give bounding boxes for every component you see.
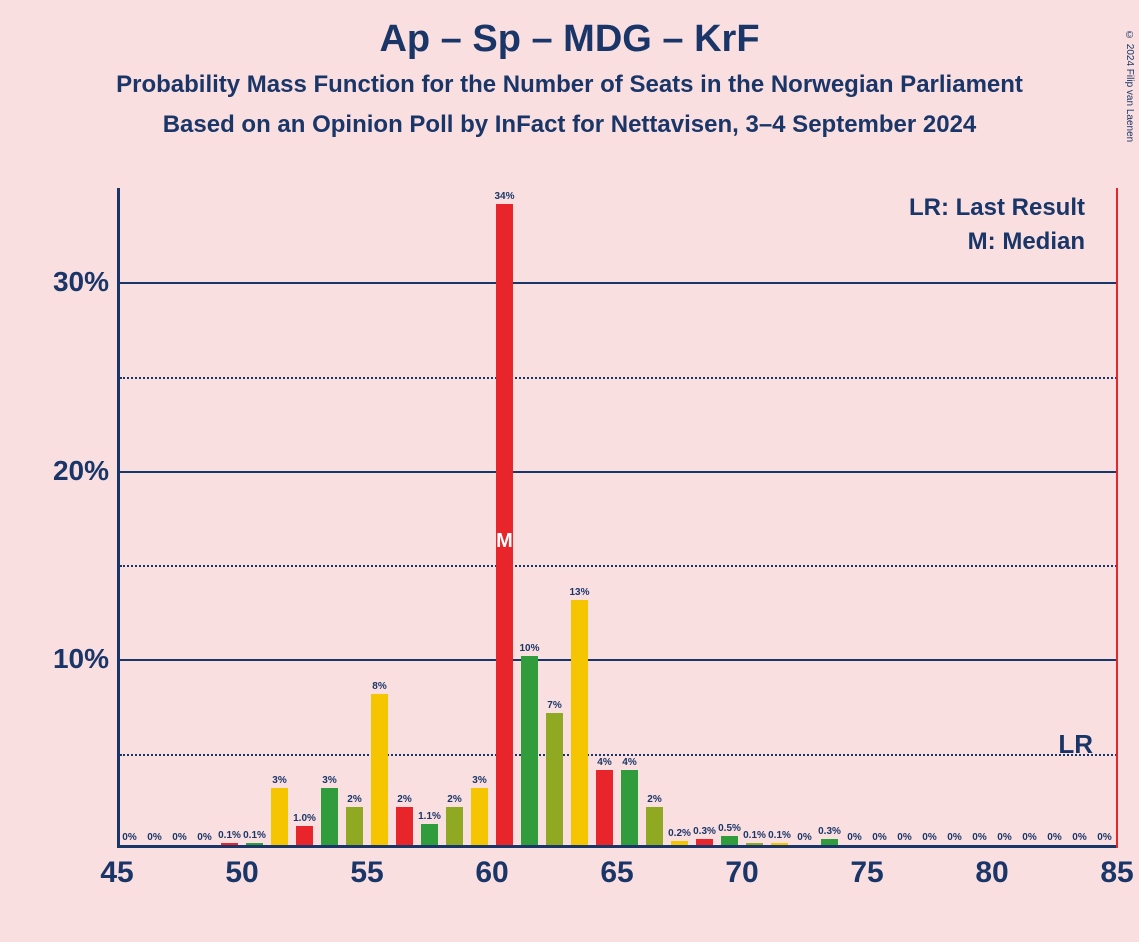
- x-tick-label: 45: [100, 856, 133, 890]
- bar-value-label: 0.1%: [218, 830, 241, 841]
- gridline: [120, 471, 1117, 473]
- bar: [471, 788, 488, 845]
- copyright-text: © 2024 Filip van Laenen: [1124, 30, 1135, 142]
- bar-value-label: 4%: [597, 757, 611, 768]
- bar: [596, 770, 613, 845]
- x-tick-label: 50: [225, 856, 258, 890]
- legend-m: M: Median: [968, 228, 1085, 256]
- bar-value-label: 10%: [519, 643, 539, 654]
- gridline: [120, 282, 1117, 284]
- bar-value-label: 1.1%: [418, 811, 441, 822]
- chart-subtitle: Probability Mass Function for the Number…: [0, 71, 1139, 99]
- bar: [421, 824, 438, 845]
- bar: [821, 839, 838, 845]
- bar: [371, 694, 388, 845]
- x-axis: [117, 845, 1117, 848]
- bar-value-label: 0%: [997, 832, 1011, 843]
- bar-value-label: 2%: [397, 794, 411, 805]
- bar: [521, 656, 538, 845]
- lr-label: LR: [1058, 729, 1093, 760]
- bar-value-label: 0%: [1072, 832, 1086, 843]
- bar: [246, 843, 263, 845]
- bar-value-label: 2%: [647, 794, 661, 805]
- bar-value-label: 0.3%: [693, 826, 716, 837]
- bar-value-label: 0.3%: [818, 826, 841, 837]
- gridline: [120, 565, 1117, 567]
- bar: [571, 600, 588, 845]
- bar-value-label: 34%: [494, 191, 514, 202]
- chart-title: Ap – Sp – MDG – KrF: [0, 18, 1139, 61]
- legend-lr: LR: Last Result: [909, 194, 1085, 222]
- x-tick-label: 60: [475, 856, 508, 890]
- bar: [396, 807, 413, 845]
- y-axis: [117, 188, 120, 848]
- bar: [271, 788, 288, 845]
- x-tick-label: 80: [975, 856, 1008, 890]
- bar-value-label: 0%: [972, 832, 986, 843]
- bar-value-label: 2%: [447, 794, 461, 805]
- bar: [446, 807, 463, 845]
- bar: [671, 841, 688, 845]
- gridline: [120, 754, 1117, 756]
- bar-value-label: 3%: [272, 775, 286, 786]
- bar-value-label: 0%: [1097, 832, 1111, 843]
- bar-value-label: 0%: [922, 832, 936, 843]
- bar-value-label: 3%: [472, 775, 486, 786]
- bar-value-label: 0.5%: [718, 823, 741, 834]
- y-tick-label: 10%: [29, 643, 109, 675]
- bar-value-label: 0%: [897, 832, 911, 843]
- bar-value-label: 8%: [372, 681, 386, 692]
- bar-value-label: 0%: [847, 832, 861, 843]
- bar-value-label: 0%: [172, 832, 186, 843]
- gridline: [120, 377, 1117, 379]
- bar-value-label: 0%: [147, 832, 161, 843]
- median-marker: M: [496, 530, 513, 553]
- x-tick-label: 65: [600, 856, 633, 890]
- bar: [771, 843, 788, 845]
- bar: [646, 807, 663, 845]
- bar-value-label: 0.1%: [743, 830, 766, 841]
- bar-value-label: 0.1%: [768, 830, 791, 841]
- bar: [321, 788, 338, 845]
- y-tick-label: 20%: [29, 455, 109, 487]
- bar: [746, 843, 763, 845]
- bar: [721, 836, 738, 845]
- bar-value-label: 4%: [622, 757, 636, 768]
- bar: [621, 770, 638, 845]
- x-tick-label: 85: [1100, 856, 1133, 890]
- bar-value-label: 13%: [569, 587, 589, 598]
- bar: [296, 826, 313, 845]
- bar-value-label: 0%: [1047, 832, 1061, 843]
- x-tick-label: 70: [725, 856, 758, 890]
- bar: [221, 843, 238, 845]
- bar: [546, 713, 563, 845]
- lr-line: [1116, 188, 1118, 848]
- x-tick-label: 75: [850, 856, 883, 890]
- bar-value-label: 0.2%: [668, 828, 691, 839]
- chart-plot-area: LR: Last Result M: Median 10%20%30%45505…: [117, 188, 1117, 848]
- chart-subtitle2: Based on an Opinion Poll by InFact for N…: [0, 111, 1139, 139]
- bar-value-label: 0%: [947, 832, 961, 843]
- bar-value-label: 3%: [322, 775, 336, 786]
- bar-value-label: 0%: [1022, 832, 1036, 843]
- bar: [696, 839, 713, 845]
- bar-value-label: 7%: [547, 700, 561, 711]
- x-tick-label: 55: [350, 856, 383, 890]
- bar: [346, 807, 363, 845]
- bar-value-label: 2%: [347, 794, 361, 805]
- gridline: [120, 659, 1117, 661]
- bar-value-label: 0%: [797, 832, 811, 843]
- bar-value-label: 1.0%: [293, 813, 316, 824]
- bar-value-label: 0%: [197, 832, 211, 843]
- y-tick-label: 30%: [29, 266, 109, 298]
- bar-value-label: 0%: [122, 832, 136, 843]
- bar: [496, 204, 513, 845]
- bar-value-label: 0.1%: [243, 830, 266, 841]
- bar-value-label: 0%: [872, 832, 886, 843]
